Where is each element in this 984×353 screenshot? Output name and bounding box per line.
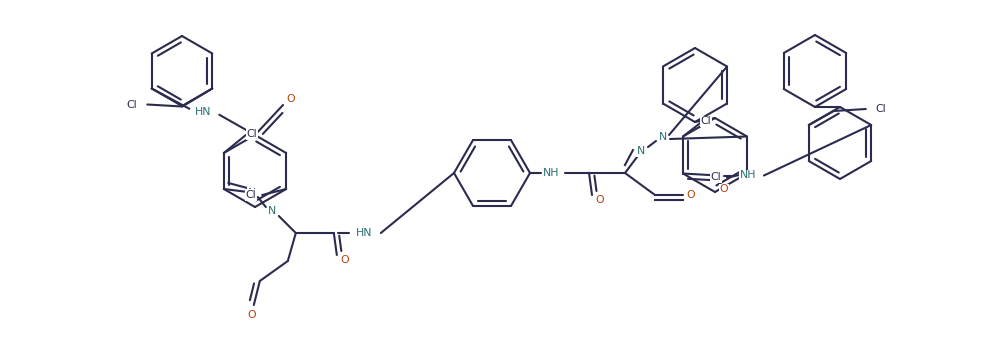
Text: O: O [286,94,295,104]
Text: O: O [595,195,604,205]
Text: O: O [719,185,728,195]
Text: NH: NH [740,170,757,180]
Text: NH: NH [543,168,559,178]
Text: Cl: Cl [710,173,721,183]
Text: Cl: Cl [246,190,256,200]
Text: Cl: Cl [701,116,711,126]
Text: HN: HN [355,228,372,238]
Text: N: N [248,188,256,198]
Text: O: O [340,255,349,265]
Text: N: N [637,146,646,156]
Text: Cl: Cl [127,100,138,109]
Text: Cl: Cl [876,104,887,114]
Text: N: N [659,132,667,142]
Text: O: O [687,190,696,200]
Text: O: O [248,310,256,320]
Text: N: N [268,206,276,216]
Text: Cl: Cl [247,129,257,139]
Text: HN: HN [195,107,212,117]
